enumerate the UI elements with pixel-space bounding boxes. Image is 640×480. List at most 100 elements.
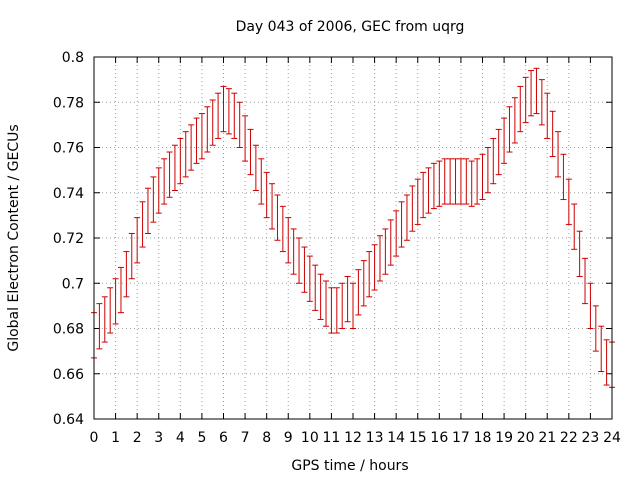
error-bar-point	[296, 237, 303, 284]
error-bar-point	[366, 251, 373, 298]
error-bar-point	[123, 251, 130, 298]
x-tick-label: 14	[387, 430, 405, 446]
error-bar-point	[398, 201, 405, 248]
error-bar-point	[387, 219, 394, 266]
x-axis-label: GPS time / hours	[291, 458, 408, 474]
x-tick-label: 0	[90, 430, 99, 446]
error-bars	[91, 67, 615, 388]
error-bar-point	[247, 128, 254, 176]
x-tick-label: 6	[219, 430, 228, 446]
error-bar-point	[182, 131, 189, 178]
x-tick-label: 13	[366, 430, 384, 446]
y-tick-label: 0.76	[53, 141, 84, 157]
y-tick-label: 0.78	[53, 95, 84, 111]
error-bar-point	[258, 158, 265, 205]
chart-title: Day 043 of 2006, GEC from uqrg	[236, 19, 465, 35]
error-bar-point	[409, 185, 416, 232]
y-tick-label: 0.8	[62, 50, 84, 66]
error-bar-point	[134, 217, 141, 264]
error-bar-point	[506, 106, 513, 153]
error-bar-point	[128, 232, 135, 280]
grid-lines	[94, 57, 612, 419]
error-bar-point	[403, 194, 410, 241]
error-bar-point	[193, 117, 200, 164]
error-bar-point	[544, 92, 551, 139]
error-bar-point	[101, 296, 108, 343]
error-bar-point	[139, 201, 146, 248]
error-bar-point	[269, 183, 276, 230]
error-bar-point	[301, 246, 308, 293]
x-tick-label: 9	[284, 430, 293, 446]
error-bar-point	[371, 244, 378, 291]
error-bar-point	[355, 269, 362, 316]
x-tick-label: 20	[517, 430, 535, 446]
error-bar-point	[328, 287, 335, 334]
error-bar-point	[360, 260, 367, 307]
error-bar-point	[231, 92, 238, 139]
error-bar-point	[587, 282, 594, 329]
error-bar-point	[441, 158, 448, 205]
error-bar-point	[538, 79, 545, 126]
error-bar-point	[528, 70, 535, 117]
error-bar-point	[344, 275, 351, 323]
error-bar-point	[263, 171, 270, 219]
error-bar-point	[376, 235, 383, 282]
error-bar-point	[549, 110, 556, 158]
error-bar-point	[414, 178, 421, 225]
error-bar-point	[171, 144, 178, 191]
x-tick-label: 10	[301, 430, 319, 446]
error-bar-point	[501, 117, 508, 164]
error-bar-point	[166, 151, 173, 198]
error-bar-point	[285, 217, 292, 264]
error-bar-point	[603, 339, 610, 386]
x-tick-label: 21	[538, 430, 556, 446]
x-tick-label: 15	[409, 430, 427, 446]
error-bar-point	[112, 278, 119, 325]
y-tick-label: 0.7	[62, 276, 84, 292]
error-bar-point	[188, 124, 195, 171]
x-tick-label: 1	[111, 430, 120, 446]
error-bar-point	[252, 144, 259, 191]
x-tick-label: 11	[323, 430, 341, 446]
error-bar-point	[161, 158, 168, 205]
x-tick-labels: 0 1 2 3 4 5 6 7 8 9 10 11 12 13 14 15 16 17 18 19 20 21 22 23 24	[90, 430, 621, 446]
y-tick-label: 0.64	[53, 412, 84, 428]
error-bar-point	[436, 160, 443, 207]
error-bar-point	[582, 257, 589, 305]
error-bar-point	[479, 153, 486, 201]
error-bar-point	[430, 162, 437, 210]
error-bar-point	[565, 178, 572, 225]
error-bar-point	[393, 210, 400, 257]
y-tick-label: 0.66	[53, 367, 84, 383]
error-bar-point	[555, 131, 562, 178]
error-bar-point	[425, 167, 432, 214]
x-tick-label: 17	[452, 430, 470, 446]
x-tick-label: 8	[262, 430, 271, 446]
x-tick-label: 4	[176, 430, 185, 446]
error-bar-point	[447, 158, 454, 205]
tick-marks	[93, 56, 613, 420]
error-bar-point	[490, 137, 497, 185]
error-bar-point	[452, 158, 459, 205]
x-tick-label: 18	[474, 430, 492, 446]
error-bar-point	[333, 287, 340, 334]
y-tick-label: 0.68	[53, 322, 84, 338]
error-bar-point	[420, 171, 427, 219]
error-bar-point	[215, 92, 222, 139]
error-bar-point	[517, 85, 524, 133]
error-bar-point	[290, 228, 297, 275]
error-bar-point	[117, 266, 124, 314]
error-bar-point	[306, 255, 313, 302]
y-axis-label: Global Electron Content / GECUs	[6, 124, 22, 351]
x-tick-label: 5	[197, 430, 206, 446]
error-bar-point	[382, 228, 389, 275]
error-bar-point	[350, 282, 356, 329]
error-bar-point	[598, 325, 605, 372]
error-bar-point	[511, 97, 518, 144]
error-bar-point	[576, 230, 583, 277]
error-bar-point	[474, 158, 481, 205]
error-bar-point	[457, 158, 464, 205]
x-tick-label: 3	[154, 430, 163, 446]
y-tick-labels: 0.64 0.66 0.68 0.7 0.72 0.74 0.76 0.78 0.8	[53, 50, 84, 428]
